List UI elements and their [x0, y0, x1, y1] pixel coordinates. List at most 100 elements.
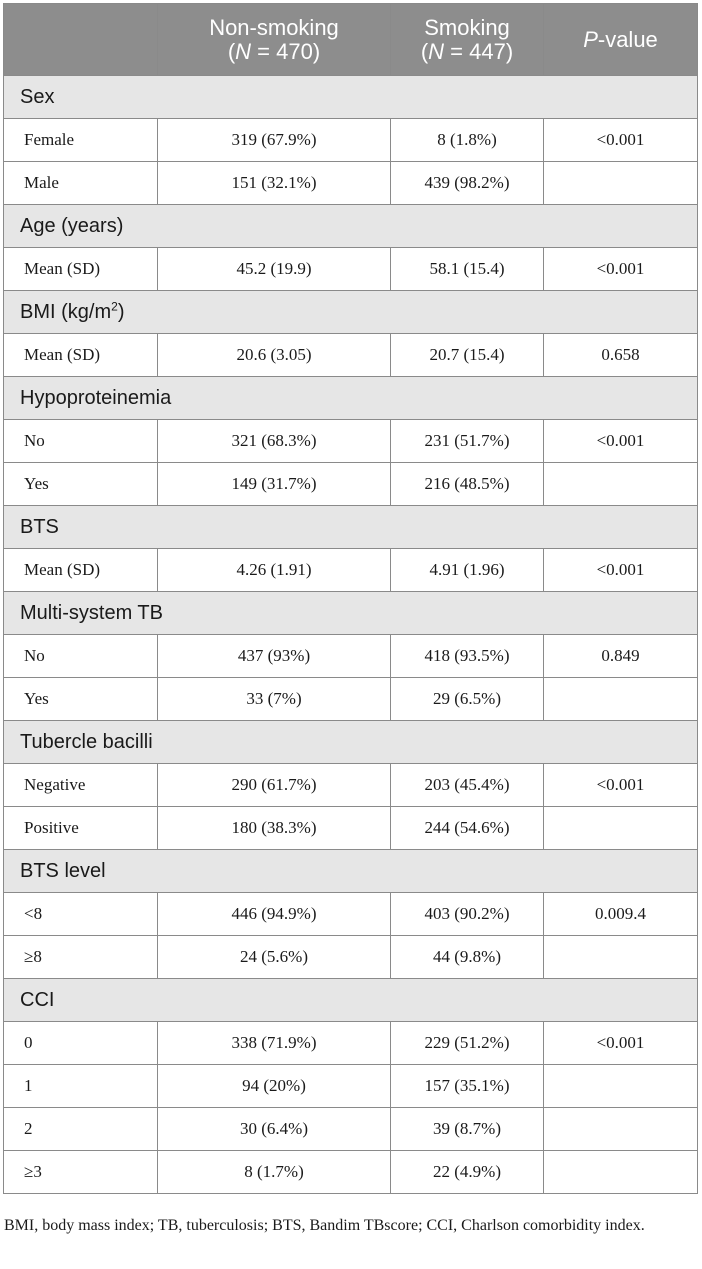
table-footnote: BMI, body mass index; TB, tuberculosis; … [4, 1217, 645, 1234]
section-title: Hypoproteinemia [3, 376, 698, 420]
header-smoking-label: Smoking [424, 14, 510, 40]
non-smoking-value-cell: 290 (61.7%) [157, 763, 391, 807]
non-smoking-value-cell: 94 (20%) [157, 1064, 391, 1108]
non-smoking-value-cell: 338 (71.9%) [157, 1021, 391, 1065]
row-label-cell: Positive [3, 806, 158, 850]
non-smoking-value-cell: 30 (6.4%) [157, 1107, 391, 1151]
section-title-text: Multi-system TB [20, 601, 163, 624]
p-value-cell: <0.001 [543, 419, 698, 463]
smoking-value-cell: 4.91 (1.96) [390, 548, 544, 592]
smoking-value-cell: 157 (35.1%) [390, 1064, 544, 1108]
smoking-value-cell: 20.7 (15.4) [390, 333, 544, 377]
section-title-text: CCI [20, 988, 55, 1011]
header-smoking-n-symbol: N [428, 38, 445, 64]
table-row: Mean (SD) 45.2 (19.9) 58.1 (15.4) <0.001 [3, 247, 698, 291]
table-row: 1 94 (20%) 157 (35.1%) [3, 1064, 698, 1108]
table-row: ≥3 8 (1.7%) 22 (4.9%) [3, 1150, 698, 1194]
row-label-cell: Mean (SD) [3, 333, 158, 377]
p-value-cell [543, 806, 698, 850]
table-row: Negative 290 (61.7%) 203 (45.4%) <0.001 [3, 763, 698, 807]
row-label-cell: Yes [3, 462, 158, 506]
table-row: Mean (SD) 4.26 (1.91) 4.91 (1.96) <0.001 [3, 548, 698, 592]
section-title-text: Tubercle bacilli [20, 730, 153, 753]
section-title-text: BTS level [20, 859, 106, 882]
section-title-text: Hypoproteinemia [20, 386, 172, 409]
non-smoking-value-cell: 319 (67.9%) [157, 118, 391, 162]
smoking-value-cell: 403 (90.2%) [390, 892, 544, 936]
p-value-cell: 0.009.4 [543, 892, 698, 936]
characteristics-table: Non-smoking (N = 470) Smoking (N = 447) … [3, 3, 698, 1194]
smoking-value-cell: 203 (45.4%) [390, 763, 544, 807]
section-title: BTS [3, 505, 698, 549]
header-non-smoking-n-count: = 470) [251, 38, 321, 64]
header-non-smoking-label: Non-smoking [209, 14, 339, 40]
table-row: Positive 180 (38.3%) 244 (54.6%) [3, 806, 698, 850]
smoking-value-cell: 216 (48.5%) [390, 462, 544, 506]
section-title: Multi-system TB [3, 591, 698, 635]
section-header-row: CCI [3, 978, 698, 1022]
non-smoking-value-cell: 4.26 (1.91) [157, 548, 391, 592]
smoking-value-cell: 439 (98.2%) [390, 161, 544, 205]
table-row: 2 30 (6.4%) 39 (8.7%) [3, 1107, 698, 1151]
section-title-text: BTS [20, 515, 59, 538]
section-title: BTS level [3, 849, 698, 893]
table-row: Female 319 (67.9%) 8 (1.8%) <0.001 [3, 118, 698, 162]
section-title-text: Age (years) [20, 214, 124, 237]
row-label-cell: Mean (SD) [3, 247, 158, 291]
table-row: <8 446 (94.9%) 403 (90.2%) 0.009.4 [3, 892, 698, 936]
p-value-cell [543, 935, 698, 979]
p-value-cell [543, 1150, 698, 1194]
section-title-suffix: ) [117, 300, 125, 323]
smoking-value-cell: 418 (93.5%) [390, 634, 544, 678]
row-label-cell: 0 [3, 1021, 158, 1065]
header-smoking-n-open: ( [420, 38, 429, 64]
p-value-cell: <0.001 [543, 247, 698, 291]
non-smoking-value-cell: 180 (38.3%) [157, 806, 391, 850]
header-smoking: Smoking (N = 447) [390, 3, 544, 76]
p-value-cell [543, 677, 698, 721]
section-header-row: Tubercle bacilli [3, 720, 698, 764]
row-label-cell: 2 [3, 1107, 158, 1151]
table-row: No 437 (93%) 418 (93.5%) 0.849 [3, 634, 698, 678]
smoking-value-cell: 39 (8.7%) [390, 1107, 544, 1151]
section-title: BMI (kg/m2) [3, 290, 698, 334]
table-row: ≥8 24 (5.6%) 44 (9.8%) [3, 935, 698, 979]
p-value-cell: <0.001 [543, 548, 698, 592]
section-header-row: BMI (kg/m2) [3, 290, 698, 334]
section-header-row: Hypoproteinemia [3, 376, 698, 420]
p-value-cell [543, 462, 698, 506]
p-value-cell: 0.658 [543, 333, 698, 377]
non-smoking-value-cell: 149 (31.7%) [157, 462, 391, 506]
table-row: Male 151 (32.1%) 439 (98.2%) [3, 161, 698, 205]
smoking-value-cell: 29 (6.5%) [390, 677, 544, 721]
table-row: Yes 33 (7%) 29 (6.5%) [3, 677, 698, 721]
section-title: Age (years) [3, 204, 698, 248]
row-label-cell: No [3, 634, 158, 678]
smoking-value-cell: 231 (51.7%) [390, 419, 544, 463]
row-label-cell: 1 [3, 1064, 158, 1108]
non-smoking-value-cell: 151 (32.1%) [157, 161, 391, 205]
section-title-text: Sex [20, 85, 55, 108]
smoking-value-cell: 22 (4.9%) [390, 1150, 544, 1194]
table-row: 0 338 (71.9%) 229 (51.2%) <0.001 [3, 1021, 698, 1065]
p-value-cell: <0.001 [543, 118, 698, 162]
section-header-row: Sex [3, 75, 698, 119]
section-title-superscript: 2 [111, 298, 118, 313]
p-value-cell [543, 1107, 698, 1151]
table-header-row: Non-smoking (N = 470) Smoking (N = 447) … [3, 3, 698, 76]
smoking-value-cell: 229 (51.2%) [390, 1021, 544, 1065]
non-smoking-value-cell: 24 (5.6%) [157, 935, 391, 979]
p-value-cell: <0.001 [543, 1021, 698, 1065]
non-smoking-value-cell: 20.6 (3.05) [157, 333, 391, 377]
non-smoking-value-cell: 33 (7%) [157, 677, 391, 721]
p-value-cell: 0.849 [543, 634, 698, 678]
row-label-cell: Yes [3, 677, 158, 721]
p-value-cell [543, 1064, 698, 1108]
row-label-cell: ≥8 [3, 935, 158, 979]
header-non-smoking-n-open: ( [227, 38, 236, 64]
header-non-smoking-n-symbol: N [235, 38, 252, 64]
section-title: Tubercle bacilli [3, 720, 698, 764]
header-non-smoking: Non-smoking (N = 470) [157, 3, 391, 76]
row-label-cell: Mean (SD) [3, 548, 158, 592]
p-value-cell [543, 161, 698, 205]
